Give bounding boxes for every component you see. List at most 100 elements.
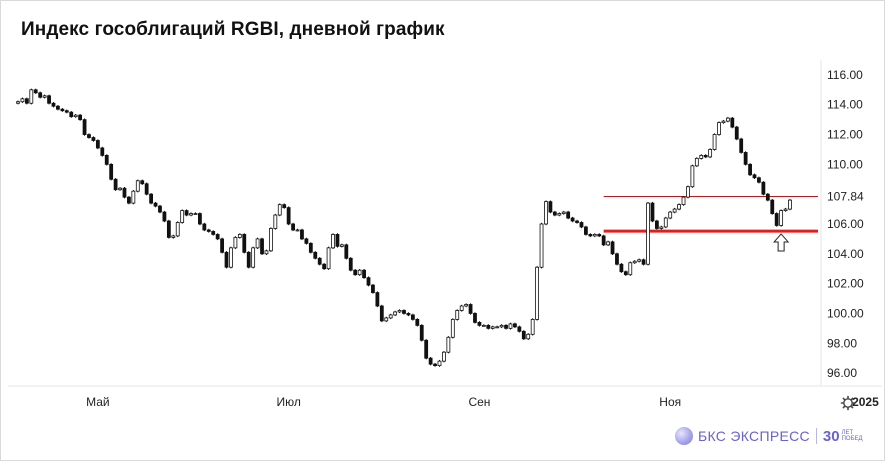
- candle: [446, 336, 451, 354]
- candle: [73, 113, 78, 118]
- candle: [175, 221, 180, 238]
- candle: [779, 209, 784, 227]
- candle: [166, 219, 171, 239]
- candle-body: [712, 134, 717, 150]
- price-tick-label: 104.00: [827, 247, 864, 261]
- candle: [539, 222, 544, 269]
- candle-body: [87, 134, 91, 138]
- candle: [131, 190, 136, 205]
- candle: [459, 304, 464, 312]
- candle-body: [508, 323, 513, 329]
- chart-title: Индекс гособлигаций RGBI, дневной график: [21, 19, 445, 40]
- candle: [184, 209, 189, 217]
- candle-body: [499, 324, 504, 328]
- candle: [437, 359, 442, 367]
- candle: [211, 230, 216, 236]
- candle-body: [353, 269, 358, 276]
- candle: [331, 233, 335, 250]
- candle: [29, 88, 34, 105]
- candle: [162, 210, 167, 223]
- candle-body: [189, 213, 193, 216]
- candle-body: [477, 321, 482, 326]
- candle-body: [308, 242, 313, 253]
- candle: [149, 192, 154, 205]
- candle-body: [215, 234, 220, 240]
- candle: [690, 164, 695, 188]
- candle-body: [375, 292, 380, 307]
- candles: [16, 88, 792, 367]
- candle-body: [752, 174, 757, 179]
- candle-body: [268, 228, 273, 252]
- candle-body: [237, 234, 242, 238]
- candle-body: [286, 207, 291, 225]
- candle: [428, 356, 433, 366]
- candle: [135, 179, 140, 193]
- candle: [694, 157, 699, 168]
- candle-body: [24, 98, 29, 104]
- candle-body: [619, 263, 624, 273]
- candle-body: [486, 324, 491, 329]
- candle-body: [379, 305, 384, 322]
- candle-body: [517, 326, 522, 332]
- candle: [402, 309, 406, 315]
- candle: [127, 195, 131, 205]
- candle-body: [224, 251, 229, 268]
- candle-body: [331, 234, 335, 249]
- candle-body: [748, 163, 752, 176]
- candle: [490, 325, 495, 330]
- candle-body: [180, 210, 185, 223]
- candle: [703, 154, 708, 159]
- candle-body: [135, 180, 140, 192]
- candle: [393, 310, 398, 317]
- candle: [477, 321, 482, 327]
- candle: [277, 203, 282, 217]
- candle: [672, 207, 677, 214]
- candle-body: [29, 89, 34, 104]
- candle: [495, 325, 500, 329]
- candle: [659, 225, 664, 230]
- candle: [637, 258, 642, 263]
- candle: [282, 203, 287, 209]
- candle: [601, 234, 606, 247]
- candle: [788, 198, 792, 211]
- time-tick-label: Сен: [468, 395, 490, 409]
- candle: [317, 257, 322, 266]
- candle: [623, 270, 628, 276]
- candle: [615, 252, 619, 266]
- candle-body: [251, 247, 256, 268]
- candle: [339, 243, 344, 248]
- candle-body: [109, 163, 114, 180]
- candle-body: [344, 244, 349, 259]
- candle-body: [322, 263, 327, 270]
- candle-body: [659, 226, 664, 229]
- candle: [619, 263, 624, 273]
- candle-body: [38, 92, 43, 98]
- candle: [171, 234, 176, 239]
- candle: [109, 163, 114, 181]
- candle-body: [193, 213, 198, 215]
- candle: [486, 324, 491, 330]
- candle-body: [677, 204, 681, 210]
- candle-body: [246, 251, 251, 268]
- candle: [681, 195, 686, 206]
- candle-body: [104, 155, 109, 165]
- candle-body: [33, 89, 38, 94]
- brand-separator: [815, 428, 817, 444]
- candle: [765, 192, 770, 202]
- candle: [308, 242, 313, 254]
- candle-body: [765, 193, 770, 201]
- gear-icon[interactable]: [840, 395, 856, 411]
- candle: [20, 97, 25, 103]
- candle: [570, 216, 575, 223]
- candle: [51, 102, 56, 108]
- candle-body: [757, 177, 761, 183]
- candle-body: [335, 234, 340, 247]
- candle-body: [91, 137, 96, 141]
- candle: [686, 185, 690, 199]
- candle: [668, 210, 673, 220]
- candle: [251, 246, 256, 269]
- candle-body: [650, 202, 655, 222]
- candle-body: [127, 196, 131, 204]
- candle: [291, 222, 295, 232]
